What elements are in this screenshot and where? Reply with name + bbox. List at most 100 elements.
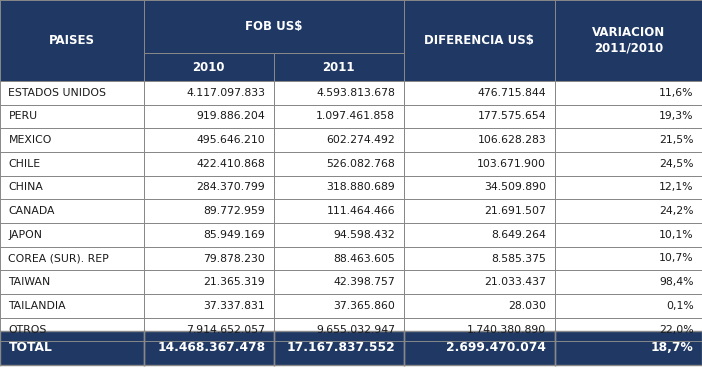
Text: TOTAL: TOTAL [8,341,52,354]
Text: 1.097.461.858: 1.097.461.858 [316,111,395,121]
Bar [555,176,702,199]
Text: 21.691.507: 21.691.507 [484,206,546,216]
Bar [555,247,702,270]
Bar [144,0,404,53]
Bar [0,128,144,152]
Bar [274,247,404,270]
Bar [144,331,274,365]
Bar [144,199,274,223]
Text: FOB US$: FOB US$ [245,20,303,33]
Text: 17.167.837.552: 17.167.837.552 [286,341,395,354]
Text: ESTADOS UNIDOS: ESTADOS UNIDOS [8,88,107,98]
Bar [555,331,702,365]
Text: TAILANDIA: TAILANDIA [8,301,66,311]
Bar [0,105,144,128]
Text: TAIWAN: TAIWAN [8,277,51,287]
Text: 0,1%: 0,1% [665,301,694,311]
Text: 89.772.959: 89.772.959 [204,206,265,216]
Bar [404,152,555,176]
Text: 177.575.654: 177.575.654 [477,111,546,121]
Bar [404,176,555,199]
Text: 14.468.367.478: 14.468.367.478 [157,341,265,354]
Text: 602.274.492: 602.274.492 [326,135,395,145]
Bar [0,318,144,341]
Bar [0,331,144,365]
Bar [144,318,274,341]
Text: 7.914.652.057: 7.914.652.057 [186,324,265,335]
Bar [404,318,555,341]
Text: 22,0%: 22,0% [659,324,694,335]
Bar [404,81,555,105]
Text: 11,6%: 11,6% [659,88,694,98]
Text: MEXICO: MEXICO [8,135,52,145]
Text: 2011: 2011 [322,61,355,74]
Bar [274,270,404,294]
Text: 24,2%: 24,2% [659,206,694,216]
Text: 21.033.437: 21.033.437 [484,277,546,287]
Bar [555,81,702,105]
Bar [555,128,702,152]
Bar [404,294,555,318]
Text: 1.740.380.890: 1.740.380.890 [467,324,546,335]
Text: 284.370.799: 284.370.799 [197,182,265,193]
Bar [0,0,144,81]
Text: DIFERENCIA US$: DIFERENCIA US$ [424,34,534,47]
Bar [0,176,144,199]
Bar [144,128,274,152]
Text: OTROS: OTROS [8,324,47,335]
Text: 4.117.097.833: 4.117.097.833 [186,88,265,98]
Bar [144,270,274,294]
Bar [274,53,404,81]
Bar [555,270,702,294]
Text: 919.886.204: 919.886.204 [197,111,265,121]
Bar [144,247,274,270]
Bar [274,176,404,199]
Bar [404,247,555,270]
Text: 12,1%: 12,1% [659,182,694,193]
Bar [274,105,404,128]
Bar [555,152,702,176]
Bar [0,294,144,318]
Text: 28.030: 28.030 [508,301,546,311]
Text: 8.585.375: 8.585.375 [491,253,546,264]
Text: 42.398.757: 42.398.757 [333,277,395,287]
Bar [274,318,404,341]
Bar [404,0,555,81]
Text: 103.671.900: 103.671.900 [477,159,546,169]
Text: 88.463.605: 88.463.605 [333,253,395,264]
Bar [144,105,274,128]
Text: 2.699.470.074: 2.699.470.074 [446,341,546,354]
Bar [274,223,404,247]
Bar [144,53,274,81]
Bar [144,152,274,176]
Bar [555,294,702,318]
Bar [0,247,144,270]
Text: 10,1%: 10,1% [659,230,694,240]
Text: 106.628.283: 106.628.283 [477,135,546,145]
Text: 94.598.432: 94.598.432 [333,230,395,240]
Bar [274,331,404,365]
Text: CHILE: CHILE [8,159,41,169]
Text: 476.715.844: 476.715.844 [477,88,546,98]
Bar [404,223,555,247]
Bar [555,318,702,341]
Text: CHINA: CHINA [8,182,44,193]
Text: 422.410.868: 422.410.868 [197,159,265,169]
Bar [274,81,404,105]
Bar [404,331,555,365]
Text: JAPON: JAPON [8,230,42,240]
Bar [144,223,274,247]
Bar [555,199,702,223]
Text: 2010: 2010 [192,61,225,74]
Bar [274,128,404,152]
Text: 8.649.264: 8.649.264 [491,230,546,240]
Text: 19,3%: 19,3% [659,111,694,121]
Text: 21,5%: 21,5% [659,135,694,145]
Text: VARIACION
2011/2010: VARIACION 2011/2010 [592,26,665,55]
Text: 85.949.169: 85.949.169 [204,230,265,240]
Text: 21.365.319: 21.365.319 [204,277,265,287]
Text: 318.880.689: 318.880.689 [326,182,395,193]
Text: 98,4%: 98,4% [659,277,694,287]
Bar [274,294,404,318]
Text: 79.878.230: 79.878.230 [204,253,265,264]
